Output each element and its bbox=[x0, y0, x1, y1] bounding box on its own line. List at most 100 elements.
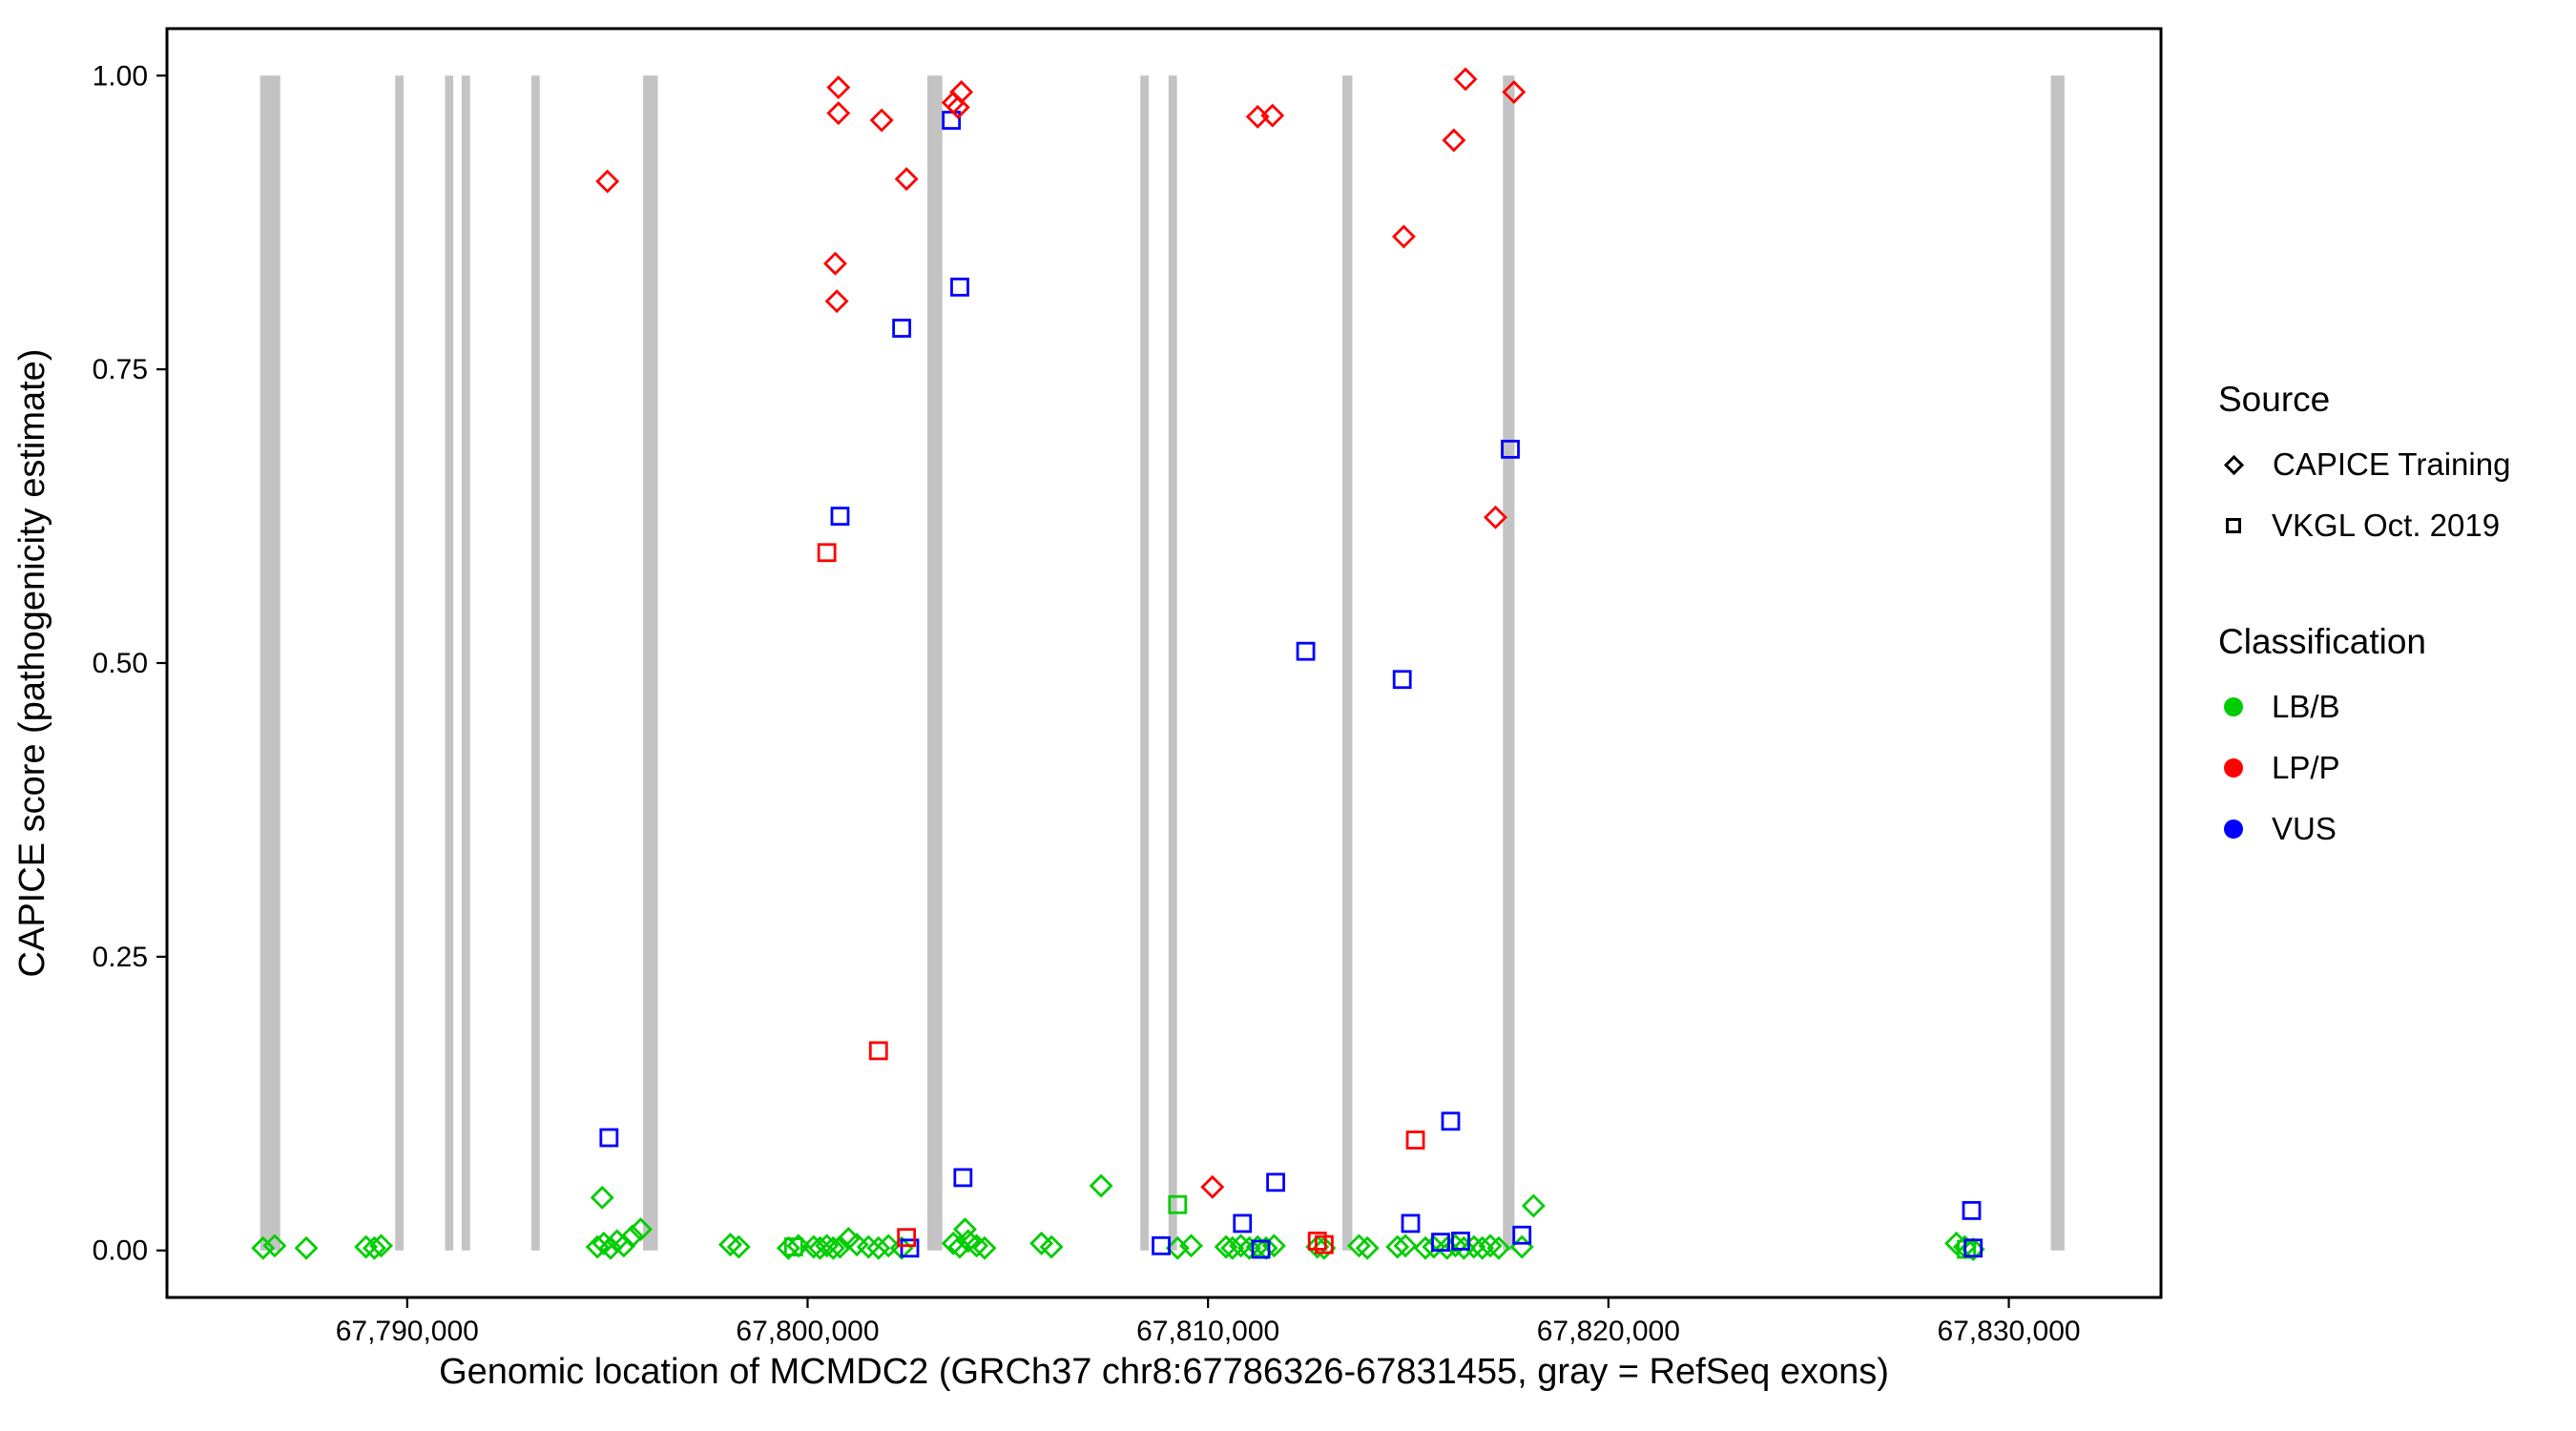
data-point-diamond bbox=[1089, 1173, 1113, 1198]
data-point-square bbox=[1962, 1200, 1982, 1220]
data-point-square bbox=[1168, 1194, 1188, 1214]
legend: Source CAPICE Training VKGL Oct. 2019 Cl… bbox=[2218, 380, 2562, 847]
data-point-diamond bbox=[362, 1235, 386, 1260]
data-point-diamond bbox=[776, 1235, 800, 1260]
legend-item-label: VKGL Oct. 2019 bbox=[2272, 508, 2501, 543]
red-dot-icon bbox=[2224, 758, 2243, 778]
data-point-diamond bbox=[1355, 1235, 1380, 1260]
data-point-square bbox=[1266, 1172, 1285, 1192]
legend-item-label: CAPICE Training bbox=[2273, 446, 2511, 482]
y-tick-label: 0.00 bbox=[93, 1235, 148, 1267]
data-point-square bbox=[1501, 439, 1520, 459]
data-point-diamond bbox=[726, 1234, 751, 1259]
data-point-diamond bbox=[869, 108, 894, 133]
y-axis-title: CAPICE score (pathogenicity estimate) bbox=[12, 349, 52, 978]
data-point-square bbox=[953, 1168, 973, 1188]
data-point-diamond bbox=[1029, 1231, 1054, 1255]
data-point-diamond bbox=[826, 101, 851, 126]
data-point-diamond bbox=[1393, 1234, 1418, 1258]
data-point-square bbox=[1233, 1213, 1253, 1234]
data-point-diamond bbox=[1470, 1235, 1495, 1260]
data-point-diamond bbox=[824, 289, 849, 314]
data-point-diamond bbox=[894, 167, 919, 192]
y-tick-label: 0.50 bbox=[93, 648, 148, 679]
data-point-diamond bbox=[947, 1234, 972, 1259]
data-point-diamond bbox=[952, 1217, 977, 1242]
legend-source: Source CAPICE Training VKGL Oct. 2019 bbox=[2218, 380, 2562, 544]
legend-classification: Classification LB/B LP/P VUS bbox=[2218, 622, 2562, 847]
data-point-diamond bbox=[1236, 1235, 1261, 1260]
data-point-diamond bbox=[949, 80, 974, 104]
data-point-diamond bbox=[856, 1234, 881, 1259]
legend-classification-title: Classification bbox=[2218, 622, 2426, 661]
data-point-diamond bbox=[876, 1234, 901, 1258]
legend-item-capice-training: CAPICE Training bbox=[2218, 446, 2562, 483]
data-point-diamond bbox=[595, 169, 620, 194]
exon-bar bbox=[642, 75, 658, 1251]
x-tick-label: 67,820,000 bbox=[1537, 1316, 1680, 1347]
data-point-square bbox=[1401, 1213, 1421, 1234]
data-point-square bbox=[817, 543, 837, 563]
exon-bar bbox=[1140, 75, 1150, 1251]
legend-item-lpp: LP/P bbox=[2218, 750, 2562, 786]
legend-item-lbb: LB/B bbox=[2218, 689, 2562, 725]
data-point-diamond bbox=[945, 95, 970, 119]
data-point-diamond bbox=[1039, 1234, 1064, 1259]
blue-dot-icon bbox=[2224, 819, 2243, 839]
legend-item-vkgl: VKGL Oct. 2019 bbox=[2218, 508, 2562, 544]
data-point-square bbox=[1441, 1111, 1461, 1131]
data-point-square bbox=[1251, 1239, 1271, 1259]
data-point-square bbox=[1451, 1231, 1470, 1251]
data-point-square bbox=[868, 1041, 888, 1061]
data-point-square bbox=[1152, 1235, 1171, 1255]
data-point-diamond bbox=[1220, 1235, 1245, 1260]
data-point-diamond bbox=[822, 251, 847, 276]
exon-bar bbox=[1341, 75, 1353, 1251]
data-point-square bbox=[830, 507, 850, 526]
data-point-diamond bbox=[1486, 1235, 1511, 1260]
exon-bar bbox=[926, 75, 943, 1251]
exon-bar bbox=[260, 75, 280, 1251]
data-point-square bbox=[1431, 1233, 1450, 1253]
data-point-diamond bbox=[965, 1234, 989, 1258]
data-point-diamond bbox=[1442, 128, 1466, 153]
data-point-diamond bbox=[1346, 1234, 1371, 1258]
data-point-diamond bbox=[866, 1235, 891, 1260]
data-point-square bbox=[900, 1238, 920, 1258]
exon-bar bbox=[2050, 75, 2065, 1251]
data-point-square bbox=[1314, 1234, 1334, 1255]
data-point-diamond bbox=[1385, 1234, 1410, 1259]
data-point-diamond bbox=[1229, 1234, 1254, 1258]
data-point-square bbox=[950, 278, 969, 297]
data-point-diamond bbox=[369, 1234, 394, 1258]
data-point-diamond bbox=[1502, 80, 1527, 104]
x-tick-label: 67,830,000 bbox=[1937, 1316, 2080, 1347]
data-point-diamond bbox=[1478, 1234, 1503, 1258]
data-point-diamond bbox=[294, 1235, 319, 1260]
exon-track-layer bbox=[260, 75, 2065, 1251]
legend-item-vus: VUS bbox=[2218, 811, 2562, 847]
data-point-square bbox=[897, 1228, 917, 1248]
x-axis-title: Genomic location of MCMDC2 (GRCh37 chr8:… bbox=[439, 1352, 1889, 1392]
legend-item-label: VUS bbox=[2272, 811, 2337, 846]
legend-source-title: Source bbox=[2218, 380, 2331, 419]
data-point-diamond bbox=[1305, 1234, 1330, 1259]
data-point-diamond bbox=[590, 1185, 614, 1210]
data-point-diamond bbox=[821, 1235, 845, 1260]
axes-layer: 67,790,000 67,800,000 67,810,000 67,820,000… bbox=[93, 27, 2163, 1347]
data-point-square bbox=[783, 1237, 803, 1256]
y-tick-label: 0.25 bbox=[93, 942, 148, 973]
x-tick-label: 67,800,000 bbox=[736, 1316, 879, 1347]
data-point-diamond bbox=[620, 1224, 645, 1249]
data-point-square bbox=[1296, 641, 1316, 661]
legend-item-label: LB/B bbox=[2272, 689, 2340, 724]
exon-bar bbox=[1503, 75, 1515, 1251]
data-point-square bbox=[599, 1128, 619, 1148]
data-point-square bbox=[1512, 1225, 1532, 1245]
diamond-marker-icon bbox=[2223, 454, 2245, 475]
data-points-layer bbox=[251, 67, 1985, 1261]
data-point-diamond bbox=[262, 1234, 287, 1258]
exon-bar bbox=[461, 75, 470, 1251]
